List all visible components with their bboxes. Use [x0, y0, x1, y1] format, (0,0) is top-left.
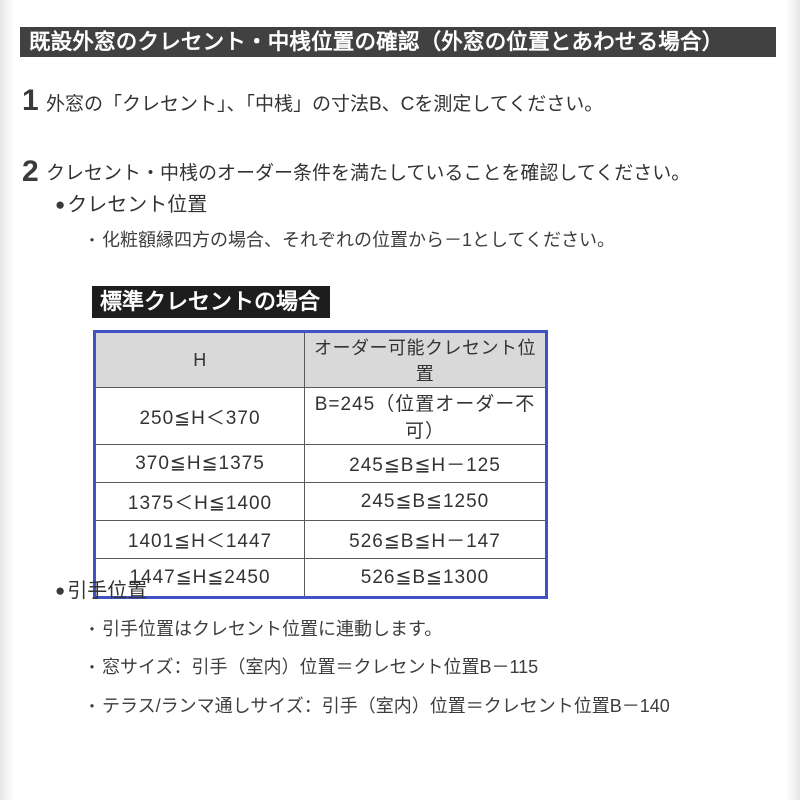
cell-b-range: 526≦B≦1300 [304, 558, 547, 598]
handle-position-note: ・引手位置はクレセント位置に連動します。 [84, 617, 442, 643]
bullet-icon: ● [55, 195, 66, 214]
sub-bullet-icon: ・ [84, 660, 101, 677]
page-edge-shadow-right [786, 0, 800, 800]
handle-position-heading-label: 引手位置 [67, 580, 148, 602]
handle-position-note-text: 窓サイズ：引手（室内）位置＝クレセント位置B－115 [102, 657, 539, 677]
table-row: 250≦H＜370 B=245（位置オーダー不可） [94, 387, 547, 445]
cell-h-range: 1401≦H＜1447 [94, 520, 305, 559]
crescent-position-note: ・化粧額縁四方の場合、それぞれの位置から－1としてください。 [84, 228, 615, 254]
page-edge-shadow-left [0, 0, 14, 800]
bullet-icon: ● [55, 581, 66, 600]
step-2-number: 2 [22, 155, 39, 188]
handle-position-note-text: 引手位置はクレセント位置に連動します。 [102, 619, 443, 639]
handle-position-heading: ● 引手位置 [55, 578, 147, 604]
column-header-position: オーダー可能クレセント位置 [304, 331, 547, 388]
cell-h-range: 250≦H＜370 [94, 387, 305, 445]
crescent-position-note-text: 化粧額縁四方の場合、それぞれの位置から－1としてください。 [102, 230, 615, 250]
cell-b-range: 245≦B≦1250 [304, 482, 547, 521]
handle-position-note: ・窓サイズ：引手（室内）位置＝クレセント位置B－115 [84, 655, 538, 681]
step-1-text: 外窓の「クレセント」、「中桟」の寸法B、Cを測定してください。 [46, 94, 604, 115]
cell-b-range: 245≦B≦H－125 [304, 444, 547, 483]
standard-crescent-label: 標準クレセントの場合 [92, 286, 331, 318]
sub-bullet-icon: ・ [84, 622, 101, 639]
handle-position-note: ・テラス/ランマ通しサイズ：引手（室内）位置＝クレセント位置B－140 [84, 694, 670, 720]
table-row: 1447≦H≦2450 526≦B≦1300 [94, 558, 547, 598]
sub-bullet-icon: ・ [84, 233, 101, 250]
cell-h-range: 1375＜H≦1400 [94, 482, 305, 521]
crescent-position-table: H オーダー可能クレセント位置 250≦H＜370 B=245（位置オーダー不可… [93, 330, 548, 599]
table-header-row: H オーダー可能クレセント位置 [94, 331, 547, 388]
step-2-text: クレセント・中桟のオーダー条件を満たしていることを確認してください。 [46, 163, 691, 184]
cell-b-range: B=245（位置オーダー不可） [304, 387, 547, 445]
table-row: 1375＜H≦1400 245≦B≦1250 [94, 482, 547, 521]
crescent-position-heading-label: クレセント位置 [67, 194, 208, 216]
table-row: 1401≦H＜1447 526≦B≦H－147 [94, 520, 547, 559]
cell-b-range: 526≦B≦H－147 [304, 520, 547, 559]
table-row: 370≦H≦1375 245≦B≦H－125 [94, 444, 547, 483]
handle-position-note-text: テラス/ランマ通しサイズ：引手（室内）位置＝クレセント位置B－140 [102, 696, 670, 716]
page-title: 既設外窓のクレセント・中桟位置の確認（外窓の位置とあわせる場合） [20, 27, 776, 57]
crescent-position-heading: ● クレセント位置 [55, 192, 207, 218]
cell-h-range: 1447≦H≦2450 [94, 558, 305, 598]
column-header-h: H [94, 331, 305, 388]
sub-bullet-icon: ・ [84, 699, 101, 716]
cell-h-range: 370≦H≦1375 [94, 444, 305, 483]
step-1-number: 1 [22, 84, 39, 117]
